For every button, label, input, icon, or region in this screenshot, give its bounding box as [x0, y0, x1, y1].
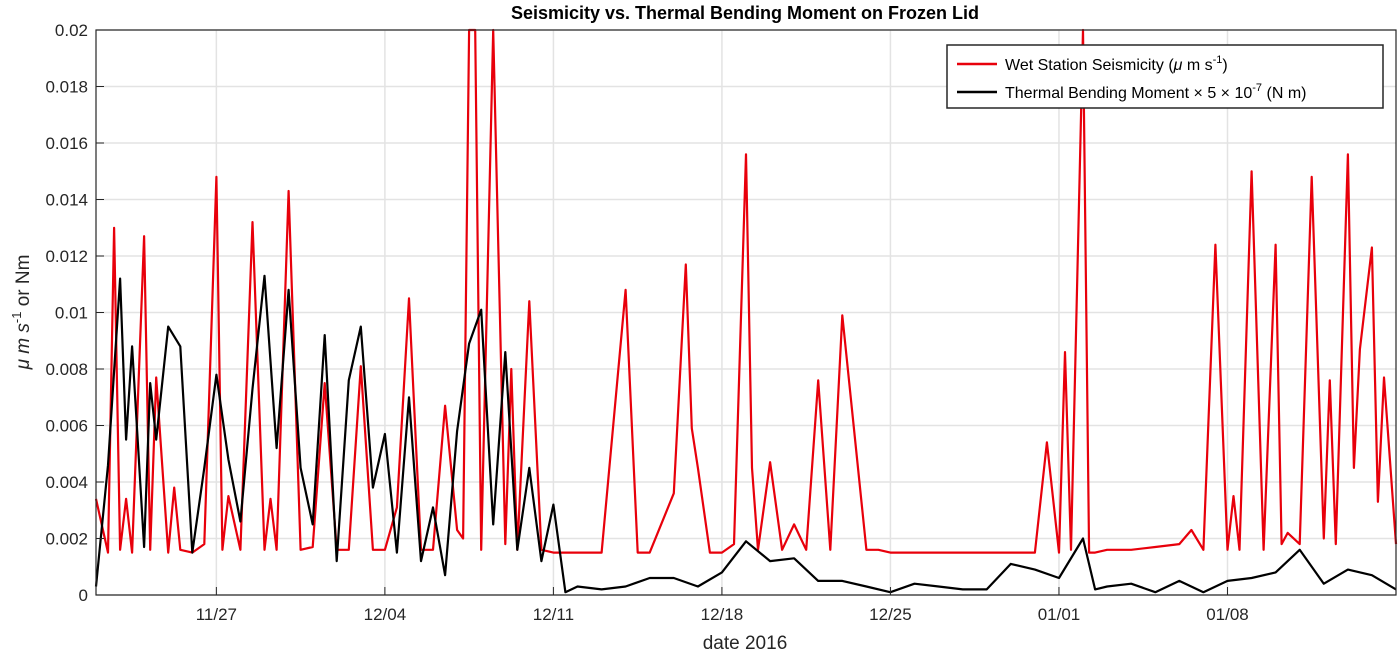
- legend-seismicity-close: ): [1222, 57, 1227, 74]
- y-tick-label: 0.016: [45, 134, 88, 153]
- x-axis-label: date 2016: [703, 633, 788, 653]
- x-tick-label: 01/08: [1206, 605, 1249, 624]
- legend-box: [946, 44, 1384, 109]
- y-axis: 0 0.002 0.004 0.006 0.008 0.01 0.012 0.014 0.016…: [45, 21, 104, 605]
- legend-seismicity-units: m s: [1182, 57, 1212, 74]
- y-axis-label-exponent: -1: [9, 312, 24, 324]
- y-tick-label: 0.014: [45, 191, 88, 210]
- y-tick-label: 0.012: [45, 247, 88, 266]
- legend: Wet Station Seismicity (μ m s-1) Thermal…: [946, 44, 1384, 109]
- x-tick-label: 01/01: [1038, 605, 1081, 624]
- legend-moment-times-2: ×: [1221, 85, 1230, 102]
- legend-moment-units: (N m): [1262, 85, 1306, 102]
- y-tick-label: 0.004: [45, 473, 88, 492]
- legend-label-bending-moment: Thermal Bending Moment × 5 × 10-7 (N m): [1005, 82, 1306, 102]
- series-line-seismicity: [94, 28, 1398, 554]
- series-layer: [94, 28, 1398, 594]
- legend-moment-exponent: -7: [1252, 82, 1262, 94]
- legend-label-seismicity: Wet Station Seismicity (μ m s-1): [1005, 54, 1228, 74]
- x-axis: 11/27 12/04 12/11 12/18 12/25 01/01 01/08: [196, 587, 1249, 624]
- y-tick-label: 0: [79, 586, 88, 605]
- x-tick-label: 12/04: [364, 605, 407, 624]
- legend-seismicity-exponent: -1: [1213, 54, 1223, 66]
- x-tick-label: 12/25: [869, 605, 912, 624]
- x-tick-label: 11/27: [196, 605, 237, 624]
- y-axis-label: μ m s-1 or Nm: [9, 255, 34, 371]
- series-line-bending-moment: [94, 274, 1397, 594]
- chart-title: Seismicity vs. Thermal Bending Moment on…: [511, 3, 979, 23]
- legend-moment-times-1: ×: [1194, 85, 1203, 102]
- y-tick-label: 0.006: [45, 417, 88, 436]
- x-tick-label: 12/18: [701, 605, 744, 624]
- legend-seismicity-text: Wet Station Seismicity (: [1005, 57, 1174, 74]
- y-axis-label-tail: or Nm: [13, 255, 34, 312]
- y-tick-label: 0.02: [55, 21, 88, 40]
- legend-seismicity-mu: μ: [1173, 57, 1183, 74]
- x-tick-label: 12/11: [533, 605, 574, 624]
- legend-moment-text: Thermal Bending Moment: [1005, 85, 1194, 102]
- y-tick-label: 0.008: [45, 360, 88, 379]
- y-tick-label: 0.018: [45, 78, 88, 97]
- y-axis-label-main: μ m s: [13, 323, 34, 371]
- plot-area: [94, 28, 1398, 596]
- y-tick-label: 0.01: [55, 304, 88, 323]
- legend-moment-five: 5: [1203, 85, 1221, 102]
- legend-moment-ten: 10: [1230, 85, 1252, 102]
- y-tick-label: 0.002: [45, 530, 88, 549]
